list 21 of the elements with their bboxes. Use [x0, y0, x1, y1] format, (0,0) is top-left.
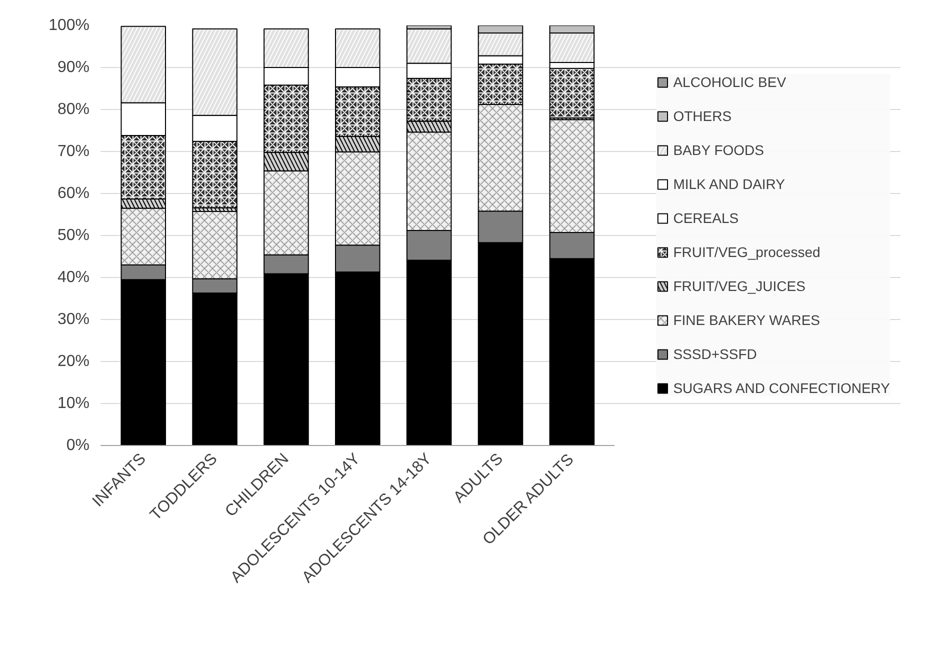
legend-label: ALCOHOLIC BEV — [673, 74, 786, 90]
y-tick-label: 20% — [57, 353, 90, 370]
legend-label: FINE BAKERY WARES — [673, 312, 820, 328]
y-tick-label: 100% — [48, 17, 90, 34]
y-tick-label: 60% — [57, 185, 90, 202]
legend-label: OTHERS — [673, 108, 732, 124]
legend-label: SUGARS AND CONFECTIONERY — [673, 380, 890, 396]
legend-label: MILK AND DAIRY — [673, 176, 785, 192]
y-tick-label: 10% — [57, 395, 90, 412]
legend-label: BABY FOODS — [673, 142, 764, 158]
y-tick-label: 80% — [57, 101, 90, 118]
legend-label: SSSD+SSFD — [673, 346, 757, 362]
y-tick-label: 0% — [66, 437, 90, 454]
y-tick-label: 30% — [57, 311, 90, 328]
y-tick-label: 50% — [57, 227, 90, 244]
legend-label: FRUIT/VEG_JUICES — [673, 278, 806, 294]
legend-label: CEREALS — [673, 210, 739, 226]
y-tick-label: 70% — [57, 143, 90, 160]
legend-label: FRUIT/VEG_processed — [673, 244, 820, 260]
y-tick-label: 40% — [57, 269, 90, 286]
y-tick-label: 90% — [57, 59, 90, 76]
